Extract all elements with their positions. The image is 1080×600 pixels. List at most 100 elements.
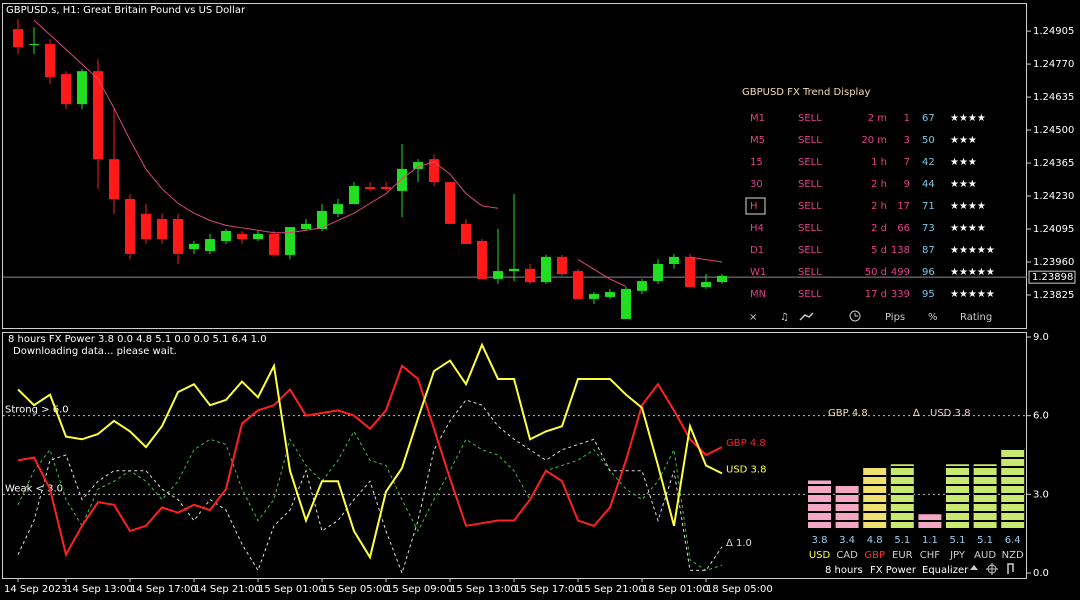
trend-cell: 1 h xyxy=(871,157,887,168)
trend-cell: 73 xyxy=(922,223,935,234)
trend-cell: SELL xyxy=(798,135,822,146)
candle-body xyxy=(109,159,119,199)
equalizer-currency: CHF xyxy=(920,550,941,561)
x-tick-label: 15 Sep 17:00 xyxy=(514,584,581,595)
equalizer-value: 6.4 xyxy=(1005,535,1021,546)
x-tick-label: 15 Sep 21:00 xyxy=(578,584,645,595)
trend-footer: % xyxy=(928,312,938,323)
candle-body xyxy=(685,256,695,287)
equalizer-footer: FX Power xyxy=(870,565,917,576)
candle-body xyxy=(493,271,503,279)
price-panel-frame xyxy=(2,3,1027,329)
trend-cell: 2 h xyxy=(871,201,887,212)
y-tick-label: 1.23825 xyxy=(1033,290,1074,301)
x-tick-label: 18 Sep 05:00 xyxy=(706,584,773,595)
power-line xyxy=(17,342,723,560)
y-tick-label: 1.23960 xyxy=(1033,257,1074,268)
trend-cell: ★★★ xyxy=(950,179,977,190)
equalizer-currency: GBP xyxy=(864,550,885,561)
equalizer-currency: JPY xyxy=(949,550,966,561)
trend-cell: ★★★★★ xyxy=(950,245,995,256)
equalizer-gaps xyxy=(808,480,831,528)
candle-body xyxy=(157,219,167,240)
equalizer-value: 5.1 xyxy=(894,535,910,546)
trend-cell: SELL xyxy=(798,245,822,256)
line-end-label: GBP 4.8 xyxy=(726,438,766,449)
trend-cell: 499 xyxy=(891,267,910,278)
trend-cell: 339 xyxy=(891,289,910,300)
candle-body xyxy=(381,187,391,189)
trend-footer: Rating xyxy=(960,312,992,323)
trend-cell: W1 xyxy=(750,267,766,278)
trend-cell: 1 xyxy=(904,113,910,124)
trend-cell: D1 xyxy=(750,245,764,256)
candle-body xyxy=(589,294,599,299)
candle-body xyxy=(317,210,327,230)
candle-body xyxy=(461,223,471,244)
candle-body xyxy=(29,44,39,46)
candle-body xyxy=(237,233,247,240)
x-tick-label: 14 Sep 17:00 xyxy=(130,584,197,595)
candle-body xyxy=(333,204,343,214)
trend-cell: 20 m xyxy=(861,135,887,146)
y-tick-label: 9.0 xyxy=(1033,332,1049,343)
candle-body xyxy=(13,29,23,47)
candle-body xyxy=(61,74,71,105)
trend-cell: MN xyxy=(750,289,766,300)
power-line xyxy=(17,430,723,571)
trend-cell: ★★★ xyxy=(950,135,977,146)
equalizer-value: 5.1 xyxy=(950,535,966,546)
candle-body xyxy=(173,219,183,254)
candle-body xyxy=(621,288,631,319)
level-label: Weak < 3.0 xyxy=(5,483,63,494)
trend-cell: 17 xyxy=(897,201,910,212)
y-tick-label: 1.24770 xyxy=(1033,59,1074,70)
equalizer-currency: AUD xyxy=(974,550,996,561)
trend-cell: 2 h xyxy=(871,179,887,190)
candle-body xyxy=(269,233,279,255)
power-line xyxy=(17,399,723,575)
y-tick-label: 1.24635 xyxy=(1033,92,1074,103)
trend-cell: SELL xyxy=(798,201,822,212)
headline-text: USD 3.8 xyxy=(930,408,970,419)
x-tick-label: 15 Sep 01:00 xyxy=(258,584,325,595)
candle-body xyxy=(557,256,567,274)
candle-body xyxy=(301,223,311,230)
selected-timeframe-box xyxy=(745,197,766,215)
trend-cell: 7 xyxy=(904,157,910,168)
x-tick-label: 15 Sep 05:00 xyxy=(322,584,389,595)
equalizer-gaps xyxy=(1001,448,1025,528)
clock-hands xyxy=(854,313,858,317)
equalizer-currency: CAD xyxy=(836,550,858,561)
equalizer-gaps xyxy=(863,468,887,528)
candle-body xyxy=(253,233,263,240)
trend-cell: 67 xyxy=(922,113,935,124)
candle-body xyxy=(605,292,615,297)
trend-cell: ★★★★★ xyxy=(950,289,995,300)
candle-body xyxy=(573,271,583,299)
equalizer-gaps xyxy=(973,464,997,528)
y-tick-label: 1.24095 xyxy=(1033,224,1074,235)
y-tick-label: 0.0 xyxy=(1033,568,1049,579)
trend-cell: 50 xyxy=(922,135,935,146)
trend-cell: 66 xyxy=(897,223,910,234)
equalizer-value: 3.8 xyxy=(812,535,828,546)
trend-cell: 17 d xyxy=(865,289,887,300)
equalizer-value: 4.8 xyxy=(867,535,883,546)
equalizer-currency: USD xyxy=(809,550,831,561)
trend-cell: SELL xyxy=(798,113,822,124)
trend-cell: 71 xyxy=(922,201,935,212)
trend-display-title: GBPUSD FX Trend Display xyxy=(742,87,870,98)
candle-body xyxy=(349,186,359,205)
candle-body xyxy=(509,268,519,272)
line-end-label: USD 3.8 xyxy=(726,464,766,475)
candle-body xyxy=(525,268,535,283)
line-end-label: Δ 1.0 xyxy=(726,538,752,549)
candle-body xyxy=(221,230,231,242)
candle-body xyxy=(77,71,87,105)
y-tick-label: 3.0 xyxy=(1033,489,1049,500)
candle-body xyxy=(429,159,439,183)
x-tick-label: 15 Sep 13:00 xyxy=(450,584,517,595)
